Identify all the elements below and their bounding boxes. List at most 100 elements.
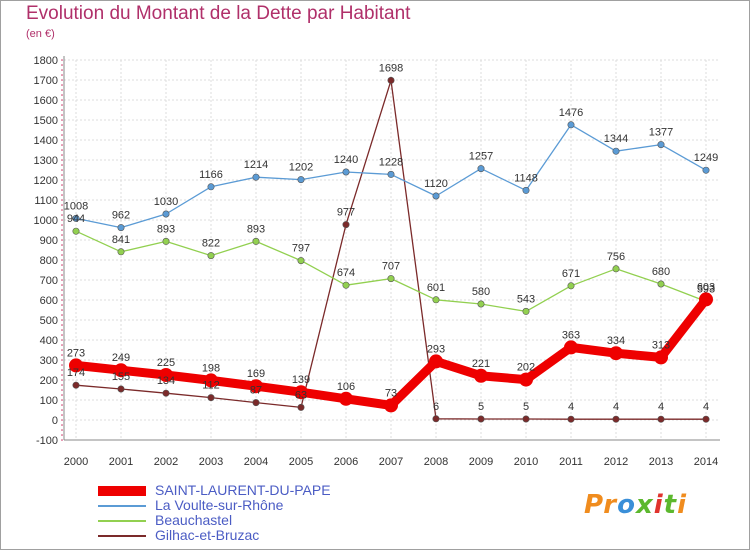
data-point-gilhac: [117, 385, 125, 393]
y-axis-minor-tick: [61, 259, 63, 261]
logo-letter: x: [635, 490, 654, 520]
y-tick-label: 1500: [34, 115, 58, 127]
data-point-saint-laurent: [429, 354, 443, 369]
y-axis-minor-tick: [61, 314, 63, 316]
x-tick-label: 2000: [64, 456, 88, 468]
data-point-saint-laurent: [699, 292, 713, 307]
y-axis-minor-tick: [61, 294, 63, 296]
data-point-beauchastel: [207, 252, 215, 260]
data-point-gilhac: [342, 221, 350, 229]
data-label-la-voulte: 1240: [334, 154, 358, 166]
y-axis-minor-tick: [61, 159, 63, 161]
data-point-beauchastel: [342, 281, 350, 289]
y-axis-minor-tick: [61, 334, 63, 336]
y-tick-label: 1100: [34, 195, 58, 207]
data-label-la-voulte: 1148: [514, 172, 538, 184]
data-label-beauchastel: 593: [697, 283, 715, 295]
y-tick-label: -100: [36, 435, 58, 447]
y-tick-label: 500: [40, 315, 58, 327]
data-point-saint-laurent: [114, 363, 128, 378]
data-point-saint-laurent: [564, 340, 578, 355]
data-label-beauchastel: 756: [607, 251, 625, 263]
data-label-saint-laurent: 106: [337, 381, 355, 393]
data-point-la-voulte: [72, 214, 80, 222]
y-axis-minor-tick: [61, 264, 63, 266]
data-point-saint-laurent: [69, 358, 83, 373]
data-label-la-voulte: 1249: [694, 152, 718, 164]
chart-unit-label: (en €): [26, 28, 55, 40]
y-axis-minor-tick: [61, 364, 63, 366]
y-axis-minor-tick: [61, 59, 63, 61]
y-tick-label: 0: [52, 415, 58, 427]
data-label-gilhac: 174: [67, 367, 85, 379]
y-tick-label: 1300: [34, 155, 58, 167]
data-point-gilhac: [612, 415, 620, 423]
legend-swatch-saint-laurent: [98, 486, 146, 496]
y-tick-label: 800: [40, 255, 58, 267]
data-point-gilhac: [297, 403, 305, 411]
y-tick-label: 1000: [34, 215, 58, 227]
data-point-gilhac: [72, 381, 80, 389]
y-axis-minor-tick: [61, 319, 63, 321]
data-label-beauchastel: 797: [292, 243, 310, 255]
y-axis-minor-tick: [61, 339, 63, 341]
data-label-gilhac: 4: [613, 401, 619, 413]
x-tick-label: 2007: [379, 456, 403, 468]
x-tick-label: 2012: [604, 456, 628, 468]
y-tick-label: 1600: [34, 95, 58, 107]
y-axis-minor-tick: [61, 269, 63, 271]
data-point-beauchastel: [612, 265, 620, 273]
y-axis-minor-tick: [61, 229, 63, 231]
y-axis-minor-tick: [61, 99, 63, 101]
data-label-beauchastel: 893: [157, 223, 175, 235]
data-label-beauchastel: 601: [427, 282, 445, 294]
data-point-gilhac: [702, 415, 710, 423]
data-label-saint-laurent: 221: [472, 358, 490, 370]
data-label-saint-laurent: 139: [292, 374, 310, 386]
data-label-saint-laurent: 313: [652, 339, 670, 351]
data-label-saint-laurent: 334: [607, 335, 625, 347]
data-point-gilhac: [477, 415, 485, 423]
data-point-gilhac: [387, 76, 395, 84]
data-label-gilhac: 1698: [379, 62, 403, 74]
y-axis-minor-tick: [61, 139, 63, 141]
y-axis-minor-tick: [61, 184, 63, 186]
y-axis-minor-tick: [61, 114, 63, 116]
y-axis-minor-tick: [61, 384, 63, 386]
x-tick-label: 2011: [559, 456, 583, 468]
y-axis-minor-tick: [61, 204, 63, 206]
y-axis-minor-tick: [61, 434, 63, 436]
logo-letter: P: [584, 490, 604, 520]
data-label-la-voulte: 1166: [199, 169, 223, 181]
y-axis-ticks: -100 0 100 200 300 400 500 600 700 800 900 1000 1100…: [34, 55, 58, 447]
y-axis-minor-tick: [61, 409, 63, 411]
y-axis-minor-tick: [61, 309, 63, 311]
data-label-saint-laurent: 603: [697, 281, 715, 293]
y-axis-minor-tick: [61, 94, 63, 96]
y-axis-minor-tick: [61, 124, 63, 126]
data-label-gilhac: 4: [568, 401, 574, 413]
data-point-beauchastel: [252, 237, 260, 245]
y-axis-minor-tick: [61, 134, 63, 136]
data-label-beauchastel: 680: [652, 266, 670, 278]
y-axis-minor-tick: [61, 254, 63, 256]
data-point-gilhac: [252, 399, 260, 407]
data-point-beauchastel: [432, 296, 440, 304]
data-label-beauchastel: 944: [67, 213, 85, 225]
data-label-gilhac: 63: [295, 389, 307, 401]
data-label-la-voulte: 1228: [379, 156, 403, 168]
logo-letter: i: [653, 490, 664, 520]
data-label-beauchastel: 580: [472, 286, 490, 298]
data-point-saint-laurent: [204, 373, 218, 388]
y-axis-minor-tick: [61, 149, 63, 151]
x-tick-label: 2004: [244, 456, 268, 468]
y-axis-minor-tick: [61, 69, 63, 71]
data-label-beauchastel: 671: [562, 268, 580, 280]
y-axis-minor-tick: [61, 279, 63, 281]
y-axis-minor-tick: [61, 374, 63, 376]
logo-letter: t: [663, 490, 678, 520]
y-axis-minor-tick: [61, 129, 63, 131]
y-axis-minor-tick: [61, 109, 63, 111]
legend-label-saint-laurent: SAINT-LAURENT-DU-PAPE: [155, 482, 331, 498]
